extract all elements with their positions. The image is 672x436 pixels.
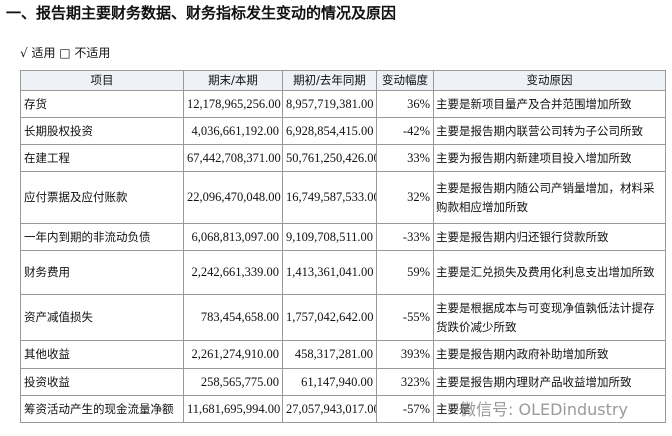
table-row: 在建工程 67,442,708,371.00 50,761,250,426.00 33…	[20, 144, 666, 172]
applicability: √ 适用 □ 不适用	[20, 46, 111, 60]
table-cell: 主要是	[433, 395, 666, 423]
table-cell: 458,317,281.00	[282, 340, 377, 369]
table-cell: 1,413,361,041.00	[282, 250, 377, 295]
table-cell: 投资收益	[20, 368, 184, 396]
table-cell: 主要是汇兑损失及费用化利息支出增加所致	[433, 250, 666, 295]
column-header: 变动原因	[433, 70, 666, 91]
table-cell: 16,749,587,533.00	[282, 171, 377, 224]
table-cell: 2,261,274,910.00	[183, 340, 283, 369]
table-cell: 59%	[376, 250, 434, 295]
table-row: 存货 12,178,965,256.00 8,957,719,381.00 36% 主要…	[20, 90, 666, 118]
data-table: 项目 期末/本期 期初/去年同期 变动幅度 变动原因 存货 12,178,965,256.…	[20, 70, 666, 423]
table-cell: 393%	[376, 340, 434, 369]
table-row: 财务费用 2,242,661,339.00 1,413,361,041.00 59% 主…	[20, 250, 666, 295]
table-cell: 其他收益	[20, 340, 184, 369]
table-cell: 9,109,708,511.00	[282, 223, 377, 251]
table-cell: 主要是报告期内政府补助增加所致	[433, 340, 666, 369]
column-header: 期初/去年同期	[282, 70, 377, 91]
table-cell: 主要是根据成本与可变现净值孰低法计提存货跌价减少所致	[433, 294, 666, 341]
table-cell: 33%	[376, 144, 434, 172]
table-cell: -42%	[376, 117, 434, 145]
table-cell: 61,147,940.00	[282, 368, 377, 396]
table-cell: 4,036,661,192.00	[183, 117, 283, 145]
table-cell: 12,178,965,256.00	[183, 90, 283, 118]
table-cell: 27,057,943,017.00	[282, 395, 377, 423]
table-cell: 筹资活动产生的现金流量净额	[20, 395, 184, 423]
table-cell: 财务费用	[20, 250, 184, 295]
table-cell: 主要是报告期内理财产品收益增加所致	[433, 368, 666, 396]
table-cell: -33%	[376, 223, 434, 251]
table-cell: 在建工程	[20, 144, 184, 172]
table-row: 资产减值损失 783,454,658.00 1,757,042,642.00 -55%…	[20, 294, 666, 341]
table-cell: 1,757,042,642.00	[282, 294, 377, 341]
table-cell: 6,928,854,415.00	[282, 117, 377, 145]
table-row: 应付票据及应付账款 22,096,470,048.00 16,749,587,533…	[20, 171, 666, 224]
table-cell: 主要是报告期内归还银行贷款所致	[433, 223, 666, 251]
table-cell: 258,565,775.00	[183, 368, 283, 396]
header-row: 项目 期末/本期 期初/去年同期 变动幅度 变动原因	[20, 70, 666, 91]
table-row: 一年内到期的非流动负债 6,068,813,097.00 9,109,708,511…	[20, 223, 666, 251]
table-cell: 主要是报告期内随公司产销量增加，材料采购款相应增加所致	[433, 171, 666, 224]
table-cell: 323%	[376, 368, 434, 396]
column-header: 项目	[20, 70, 184, 91]
table-row: 其他收益 2,261,274,910.00 458,317,281.00 393% 主要…	[20, 340, 666, 369]
table-cell: 应付票据及应付账款	[20, 171, 184, 224]
table-cell: 主要是新项目量产及合并范围增加所致	[433, 90, 666, 118]
table-cell: 资产减值损失	[20, 294, 184, 341]
table-body: 存货 12,178,965,256.00 8,957,719,381.00 36% 主要…	[20, 90, 666, 423]
table-cell: 主要为报告期内新建项目投入增加所致	[433, 144, 666, 172]
table-cell: -57%	[376, 395, 434, 423]
table-cell: 783,454,658.00	[183, 294, 283, 341]
table-row: 长期股权投资 4,036,661,192.00 6,928,854,415.00 -4…	[20, 117, 666, 145]
table-row: 筹资活动产生的现金流量净额 11,681,695,994.00 27,057,943…	[20, 395, 666, 423]
column-header: 变动幅度	[376, 70, 434, 91]
table-cell: 32%	[376, 171, 434, 224]
table-cell: 50,761,250,426.00	[282, 144, 377, 172]
watermark: 微信号: OLEDindustry	[460, 400, 628, 419]
section-title: 一、报告期主要财务数据、财务指标发生变动的情况及原因	[6, 4, 397, 22]
column-header: 期末/本期	[183, 70, 283, 91]
table-cell: 长期股权投资	[20, 117, 184, 145]
table-cell: 22,096,470,048.00	[183, 171, 283, 224]
table-cell: 存货	[20, 90, 184, 118]
table-cell: 11,681,695,994.00	[183, 395, 283, 423]
table-row: 投资收益 258,565,775.00 61,147,940.00 323% 主要是报告…	[20, 368, 666, 396]
table-cell: 8,957,719,381.00	[282, 90, 377, 118]
table-cell: 一年内到期的非流动负债	[20, 223, 184, 251]
table-cell: 2,242,661,339.00	[183, 250, 283, 295]
table-cell: -55%	[376, 294, 434, 341]
table-cell: 主要是报告期内联营公司转为子公司所致	[433, 117, 666, 145]
table-cell: 67,442,708,371.00	[183, 144, 283, 172]
table-cell: 6,068,813,097.00	[183, 223, 283, 251]
table-cell: 36%	[376, 90, 434, 118]
